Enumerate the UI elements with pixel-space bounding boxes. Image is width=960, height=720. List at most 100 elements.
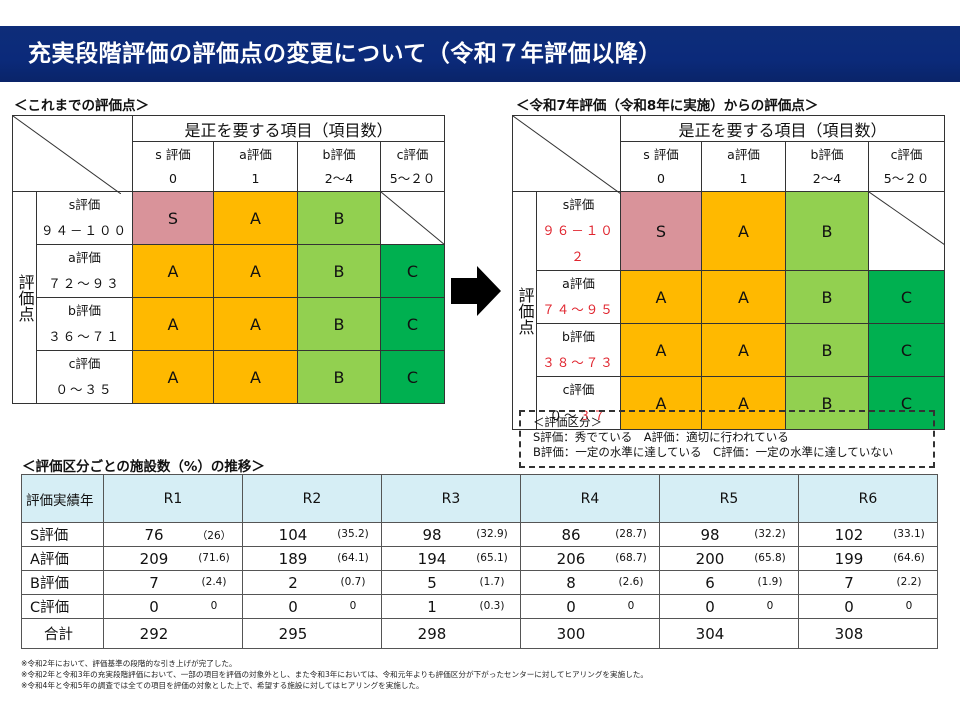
facility-percent: (1.9)	[757, 576, 783, 588]
facility-count: 86	[561, 526, 581, 544]
facility-percent: （26）	[196, 530, 232, 542]
cell-b-a: A	[701, 323, 786, 377]
count-cell: 7 (2.2)	[798, 570, 938, 595]
count-cell: 209 (71.6)	[103, 546, 243, 571]
diagonal-line	[13, 116, 121, 194]
legend-line-2: B評価：一定の水準に達している C評価：一定の水準に達していない	[533, 445, 894, 459]
column-header-title: 是正を要する項目（項目数）	[131, 115, 446, 142]
count-cell: 98 (32.9)	[381, 522, 521, 547]
total-value: 300	[556, 625, 586, 643]
cell-b-a: A	[213, 297, 298, 351]
year-header: R1	[103, 474, 243, 523]
cell-b-c: C	[379, 297, 446, 351]
old-scores-heading: ＜これまでの評価点＞	[14, 98, 149, 114]
row-c-label: c評価 ０～３５	[36, 350, 133, 404]
count-cell: 1 (0.3)	[381, 594, 521, 619]
facility-percent: (2.6)	[618, 576, 644, 588]
cell-a-a: A	[213, 244, 298, 298]
count-cell: 189 (64.1)	[242, 546, 382, 571]
total-value: 292	[139, 625, 169, 643]
facility-count: 5	[427, 574, 437, 592]
total-value: 298	[417, 625, 447, 643]
table-row: A評価 209 (71.6) 189 (64.1) 194 (65.1) 206 (68.7) 2…	[21, 546, 938, 571]
facility-percent: (2.2)	[896, 576, 922, 588]
cell-c-b: B	[297, 350, 381, 404]
page-title: 充実段階評価の評価点の変更について（令和７年評価以降）	[0, 26, 960, 82]
row-a-label: a評価 ７４～９５	[536, 270, 621, 324]
facility-percent: (0.7)	[340, 576, 366, 588]
count-cell: 200 (65.8)	[659, 546, 799, 571]
row-s-label: s評価 ９４－１００	[36, 191, 133, 245]
legend-line-1: S評価：秀でている A評価：適切に行われている	[533, 430, 789, 444]
facility-count: 206	[556, 550, 586, 568]
col-c-header: c評価 5～２０	[867, 141, 946, 192]
cell-a-c: C	[379, 244, 446, 298]
year-header: R4	[520, 474, 660, 523]
legend-title: ＜評価区分＞	[533, 415, 602, 429]
facility-count: 7	[149, 574, 159, 592]
count-cell: 8 (2.6)	[520, 570, 660, 595]
col-s-header: s 評価 0	[620, 141, 702, 192]
grade-row-label: B評価	[21, 570, 104, 595]
cell-c-a: A	[213, 350, 298, 404]
facility-count: 0	[844, 598, 854, 616]
col-b-header: b評価 2～4	[297, 141, 381, 192]
facility-percent: 0	[349, 600, 357, 612]
facility-percent: (68.7)	[615, 552, 647, 564]
count-cell: 86 (28.7)	[520, 522, 660, 547]
new-score-matrix: 是正を要する項目（項目数） s 評価 0 a評価 1 b評価 2～4 c評価 5～２０ …	[512, 115, 946, 430]
cell-s-c	[867, 191, 946, 271]
grade-legend: ＜評価区分＞ S評価：秀でている A評価：適切に行われている B評価：一定の水準…	[519, 410, 935, 468]
facility-count: 0	[705, 598, 715, 616]
table-header-row: 評価実績年 R1 R2 R3 R4 R5 R6	[21, 474, 938, 523]
table-row: B評価 7 (2.4) 2 (0.7) 5 (1.7) 8 (2.6) 6 (1.9) 7 (2.2)	[21, 570, 938, 595]
matrix-corner	[512, 115, 621, 194]
year-header: R6	[798, 474, 938, 523]
facility-count: 0	[566, 598, 576, 616]
grade-row-label: A評価	[21, 546, 104, 571]
total-value: 295	[278, 625, 308, 643]
row-header-score: 評価点	[512, 191, 537, 430]
cell-s-a: A	[701, 191, 786, 271]
facility-percent: 0	[905, 600, 913, 612]
count-cell: 102 (33.1)	[798, 522, 938, 547]
cell-s-s: S	[132, 191, 214, 245]
row-b-label: b評価 ３６～７１	[36, 297, 133, 351]
cell-c-s: A	[132, 350, 214, 404]
facility-count: 209	[139, 550, 169, 568]
facility-percent: 0	[627, 600, 635, 612]
footnote: ※令和2年において、評価基準の段階的な引き上げが完了した。	[21, 659, 237, 668]
cell-b-b: B	[297, 297, 381, 351]
facility-percent: (28.7)	[615, 528, 647, 540]
facility-percent: (33.1)	[893, 528, 925, 540]
grade-row-label: C評価	[21, 594, 104, 619]
facility-percent: (71.6)	[198, 552, 230, 564]
cell-c-b: B	[785, 376, 869, 430]
total-value: 308	[834, 625, 864, 643]
table-row: C評価 0 0 0 0 1 (0.3) 0 0 0 0 0 0	[21, 594, 938, 619]
row-header-score: 評価点	[12, 191, 37, 404]
total-row: 合計 292 295 298 300 304 308	[21, 618, 938, 649]
facility-percent: (32.2)	[754, 528, 786, 540]
facility-count: 0	[149, 598, 159, 616]
grade-row-label: S評価	[21, 522, 104, 547]
facility-count: 98	[700, 526, 720, 544]
diagonal-line	[513, 116, 621, 194]
facility-count: 189	[278, 550, 308, 568]
facility-count: 98	[422, 526, 442, 544]
facility-percent: 0	[210, 600, 218, 612]
cell-a-s: A	[132, 244, 214, 298]
col-s-header: s 評価 0	[132, 141, 214, 192]
cell-s-a: A	[213, 191, 298, 245]
cell-c-s: A	[620, 376, 702, 430]
count-cell: 2 (0.7)	[242, 570, 382, 595]
facility-count: 194	[417, 550, 447, 568]
cell-b-c: C	[867, 323, 946, 377]
table-row: S評価 76 （26） 104 (35.2) 98 (32.9) 86 (28.7) 98 (32.…	[21, 522, 938, 547]
year-header: R2	[242, 474, 382, 523]
cell-a-b: B	[297, 244, 381, 298]
old-score-matrix: 是正を要する項目（項目数） s 評価 0 a評価 1 b評価 2～4 c評価 5～２０ …	[12, 115, 446, 404]
count-cell: 6 (1.9)	[659, 570, 799, 595]
cell-a-b: B	[785, 270, 869, 324]
